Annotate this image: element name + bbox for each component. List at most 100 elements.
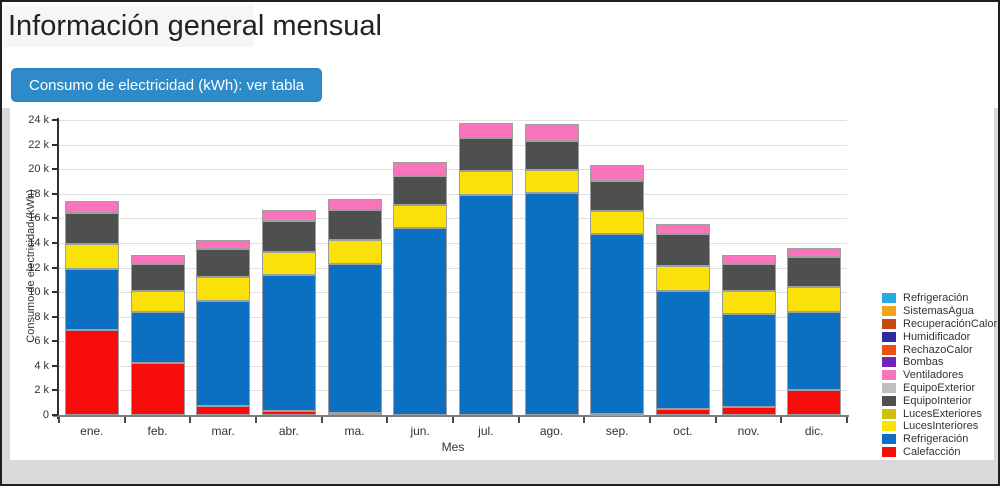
bar-segment-ventiladores[interactable] [261,210,316,222]
gridline [59,365,847,367]
y-tick-label: 22 k [28,138,49,151]
bar-segment-ventiladores[interactable] [130,254,185,264]
bar-segment-calefacción[interactable] [721,407,776,415]
bar-segment-lucesinteriores[interactable] [787,287,842,312]
x-axis-line [53,415,849,417]
y-axis-tick [52,291,58,294]
bar-segment-calefacción[interactable] [590,413,645,416]
bar-segment-equipointerior[interactable] [458,138,513,171]
bar-segment-calefacción[interactable] [655,408,710,415]
y-axis-tick [52,192,58,195]
legend-swatch [882,357,896,368]
bar-segment-refrigeración[interactable] [655,290,710,409]
x-axis-tick [583,417,586,423]
bar-segment-refrigeración[interactable] [64,268,119,331]
legend-item[interactable]: EquipoExterior [882,382,994,395]
bar-segment-equipointerior[interactable] [590,180,645,211]
legend-item[interactable]: Refrigeración [882,292,994,305]
legend-swatch [882,318,896,329]
x-axis-tick [846,417,848,423]
bar-segment-refrigeración[interactable] [196,300,251,407]
bar-segment-refrigeración[interactable] [721,314,776,407]
legend-item[interactable]: LucesInteriores [882,420,994,433]
bar-segment-ventiladores[interactable] [721,255,776,264]
bar-segment-ventiladores[interactable] [196,239,251,250]
bar-segment-lucesinteriores[interactable] [393,204,448,229]
legend-item[interactable]: Ventiladores [882,369,994,382]
y-tick-label: 0 [42,409,49,421]
bar-segment-refrigeración[interactable] [524,192,579,415]
bar-segment-lucesinteriores[interactable] [64,244,119,269]
bar-segment-refrigeración[interactable] [327,264,382,413]
title-background [4,5,254,47]
bar-segment-refrigeración[interactable] [787,311,842,391]
legend-item[interactable]: RecuperaciónCalor [882,318,997,331]
bar-segment-equipointerior[interactable] [787,257,842,288]
bar-segment-equipointerior[interactable] [196,249,251,278]
y-tick-label: 4 k [34,359,49,372]
bar-segment-equipointerior[interactable] [393,175,448,205]
bar-segment-ventiladores[interactable] [524,124,579,141]
legend-label: EquipoExterior [903,381,976,394]
legend-item[interactable]: Refrigeración [882,433,994,446]
bar-segment-equipointerior[interactable] [524,140,579,171]
legend-item[interactable]: Humidificador [882,330,994,343]
y-axis-tick [52,340,58,343]
legend-item[interactable]: Calefacción [882,446,994,459]
x-axis-tick [123,417,126,423]
view-table-button[interactable]: Consumo de electricidad (kWh): ver tabla [11,68,323,102]
bar-segment-ventiladores[interactable] [590,165,645,181]
legend-item[interactable]: LucesExteriores [882,407,994,420]
bar-segment-equipointerior[interactable] [64,213,119,245]
legend-swatch [882,331,896,342]
bar-segment-refrigeración[interactable] [130,312,185,364]
bar-segment-lucesinteriores[interactable] [458,171,513,195]
legend-label: Ventiladores [903,369,964,382]
legend-item[interactable]: SistemasAgua [882,305,994,318]
bar-segment-calefacción[interactable] [327,412,382,415]
legend-swatch [882,382,896,393]
bar-segment-lucesinteriores[interactable] [196,277,251,301]
bar-segment-equipointerior[interactable] [721,263,776,292]
legend-swatch [882,344,896,355]
bar-segment-equipointerior[interactable] [655,234,710,267]
bar-segment-refrigeración[interactable] [261,275,316,412]
bar-segment-ventiladores[interactable] [327,199,382,211]
bar-segment-calefacción[interactable] [64,330,119,415]
bar-segment-lucesinteriores[interactable] [130,291,185,313]
y-axis-tick [52,168,58,171]
legend-item[interactable]: EquipoInterior [882,394,994,407]
bar-segment-ventiladores[interactable] [458,123,513,139]
bar-segment-lucesinteriores[interactable] [327,240,382,265]
bar-segment-calefacción[interactable] [261,411,316,415]
bar-segment-calefacción[interactable] [787,390,842,415]
legend-label: Humidificador [903,330,971,343]
bar-segment-ventiladores[interactable] [393,161,448,176]
legend-swatch [882,408,896,419]
bar-segment-ventiladores[interactable] [787,247,842,258]
legend-item[interactable]: Bombas [882,356,994,369]
bar-segment-calefacción[interactable] [196,406,251,415]
y-axis-line [57,118,59,419]
bar-segment-equipointerior[interactable] [261,221,316,252]
y-axis-tick [52,217,58,220]
bar-segment-refrigeración[interactable] [590,233,645,414]
gridline [59,341,847,343]
bar-segment-lucesinteriores[interactable] [655,266,710,291]
bar-segment-lucesinteriores[interactable] [721,291,776,315]
legend-label: Calefacción [903,445,961,458]
bar-segment-equipointerior[interactable] [327,210,382,241]
bar-segment-calefacción[interactable] [130,363,185,415]
bar-segment-equipointerior[interactable] [130,263,185,292]
bar-segment-lucesinteriores[interactable] [261,251,316,276]
bar-segment-refrigeración[interactable] [458,194,513,415]
gridline [59,316,847,318]
legend-item[interactable]: RechazoCalor [882,343,994,356]
bar-segment-ventiladores[interactable] [64,201,119,214]
bar-segment-lucesinteriores[interactable] [524,170,579,193]
bar-segment-refrigeración[interactable] [393,228,448,415]
bar-segment-lucesinteriores[interactable] [590,210,645,234]
legend-swatch [882,434,896,445]
bar-segment-ventiladores[interactable] [655,224,710,235]
